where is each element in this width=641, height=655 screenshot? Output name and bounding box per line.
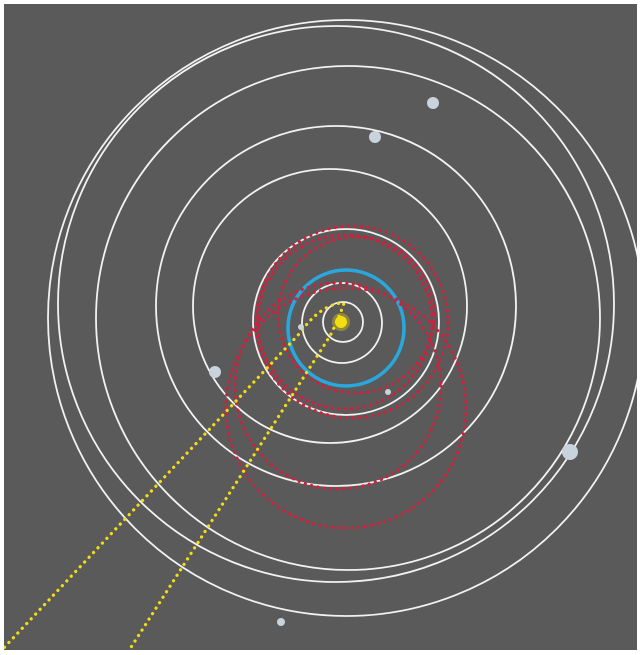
planet-3 [209,366,221,378]
red-dotted-orbit-5 [224,286,468,530]
orbit-8 [47,19,637,617]
planet-6 [385,389,391,395]
yellow-dotted-path-1 [4,301,344,650]
planet-7 [298,324,304,330]
planet-2 [369,131,381,143]
orbit-5 [155,125,517,487]
orbit-1 [322,301,364,343]
red-dotted-orbit-2 [256,233,434,411]
red-dotted-orbit-3 [254,224,450,420]
orbit-6 [95,65,601,571]
planet-1 [427,97,439,109]
earth-like-orbit [286,268,406,388]
planets [209,97,578,626]
background-panel [4,4,637,650]
yellow-dotted-path-2 [127,298,347,650]
planet-orbits [47,19,637,617]
orbit-7 [57,25,615,583]
yellow-dotted-paths [4,298,347,650]
red-dotted-orbit-4 [233,281,443,491]
sun [335,316,347,328]
orbit-4 [192,168,468,444]
planet-5 [277,618,285,626]
red-dotted-orbits [224,224,468,530]
central-star [332,313,350,331]
red-dotted-orbit-1 [276,235,436,395]
planet-4 [562,444,578,460]
orbit-3 [252,228,440,416]
